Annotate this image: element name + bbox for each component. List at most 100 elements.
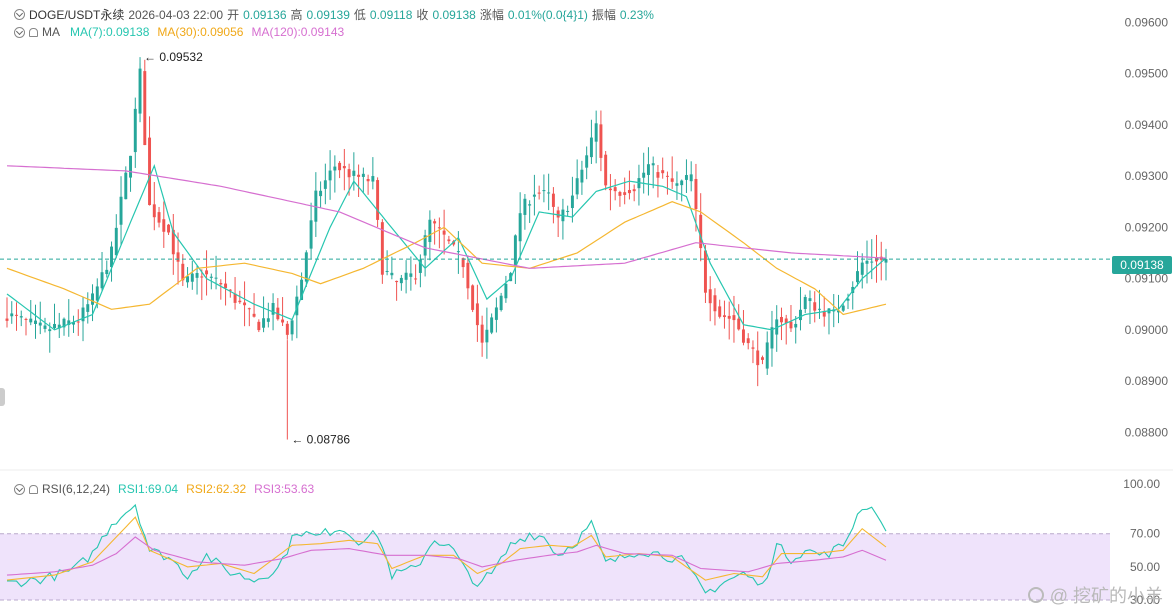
candle bbox=[133, 97, 137, 168]
candle-body bbox=[133, 108, 137, 153]
price-axis-tick: 0.09300 bbox=[1125, 169, 1169, 183]
candle bbox=[38, 301, 42, 335]
candle-body bbox=[129, 155, 133, 178]
candle bbox=[48, 322, 52, 353]
candle bbox=[699, 193, 703, 262]
candle-body bbox=[665, 175, 669, 177]
candle bbox=[651, 156, 655, 189]
candle-body bbox=[694, 178, 698, 209]
candle-body bbox=[304, 252, 308, 282]
candle-body bbox=[680, 180, 684, 186]
candle bbox=[518, 192, 522, 260]
candle bbox=[390, 256, 394, 280]
candle bbox=[665, 171, 669, 195]
candle-body bbox=[190, 273, 194, 282]
candle-body bbox=[718, 306, 722, 317]
candle bbox=[105, 260, 109, 278]
candle-body bbox=[480, 324, 484, 343]
candle-body bbox=[34, 320, 37, 324]
candle bbox=[290, 318, 294, 341]
candle-body bbox=[623, 192, 627, 195]
ma-line-MA7 bbox=[6, 163, 887, 331]
candle bbox=[124, 166, 128, 200]
candle-body bbox=[290, 320, 294, 335]
price-axis-tick: 0.09600 bbox=[1125, 15, 1169, 29]
candle-body bbox=[418, 259, 422, 273]
candle-body bbox=[110, 246, 114, 268]
candle bbox=[442, 209, 446, 255]
candle-body bbox=[157, 212, 161, 223]
candle-body bbox=[627, 189, 631, 194]
candle bbox=[219, 279, 223, 300]
candle bbox=[818, 289, 821, 319]
candle bbox=[756, 331, 760, 387]
candle-body bbox=[252, 313, 256, 317]
candle-body bbox=[803, 297, 807, 310]
candle bbox=[751, 340, 755, 364]
candle bbox=[789, 305, 793, 333]
candle bbox=[813, 291, 817, 323]
candle bbox=[110, 241, 114, 282]
candle bbox=[475, 284, 479, 342]
candle-body bbox=[846, 298, 850, 301]
candle-body bbox=[281, 319, 285, 323]
candle bbox=[262, 296, 266, 333]
collapse-toggle-icon[interactable] bbox=[14, 9, 25, 20]
candle bbox=[841, 303, 845, 313]
candle-body bbox=[656, 172, 660, 178]
candle bbox=[404, 260, 408, 294]
candle bbox=[418, 254, 422, 288]
candle bbox=[580, 160, 584, 195]
candle bbox=[276, 298, 280, 321]
low-label: 低 bbox=[353, 8, 366, 22]
candle-body bbox=[452, 241, 456, 245]
last-price-tag: 0.09138 bbox=[1112, 256, 1172, 274]
candle-body bbox=[233, 293, 237, 303]
candle bbox=[466, 255, 470, 300]
max-price-annotation: ← 0.09532 bbox=[144, 50, 203, 64]
candle bbox=[34, 304, 37, 339]
candle bbox=[661, 157, 665, 179]
candle bbox=[15, 302, 18, 331]
candle bbox=[741, 310, 745, 346]
rsi-legend: RSI(6,12,24) RSI1:69.04 RSI2:62.32 RSI3:… bbox=[14, 482, 318, 496]
candle bbox=[53, 303, 56, 330]
rsi-alert-bell-icon[interactable] bbox=[29, 484, 38, 494]
candle bbox=[646, 147, 650, 196]
candle-body bbox=[309, 220, 313, 249]
candle bbox=[485, 307, 489, 359]
candle-body bbox=[523, 198, 527, 215]
ma30-legend: MA(30):0.09056 bbox=[157, 25, 244, 39]
ma-collapse-icon[interactable] bbox=[14, 26, 25, 38]
candle bbox=[409, 256, 413, 291]
candle bbox=[371, 157, 375, 190]
candle-body bbox=[404, 272, 408, 280]
candle-body bbox=[409, 273, 413, 277]
left-scroll-handle[interactable] bbox=[0, 388, 5, 406]
candle-body bbox=[813, 302, 817, 311]
candle-body bbox=[594, 123, 598, 142]
candle-body bbox=[661, 170, 665, 174]
candle-body bbox=[219, 283, 223, 285]
candle-body bbox=[784, 318, 788, 324]
candle bbox=[10, 301, 14, 324]
rsi-axis-tick: 70.00 bbox=[1130, 527, 1160, 541]
alert-bell-icon[interactable] bbox=[29, 27, 38, 37]
candle bbox=[746, 333, 750, 350]
candle-body bbox=[361, 173, 365, 177]
candle bbox=[827, 308, 831, 335]
candle bbox=[865, 240, 869, 284]
candle-body bbox=[228, 289, 232, 291]
candle bbox=[252, 293, 256, 318]
candle-body bbox=[870, 261, 874, 263]
candle-body bbox=[171, 229, 175, 255]
candle-body bbox=[699, 214, 703, 249]
candle bbox=[24, 317, 28, 336]
candle-body bbox=[703, 250, 707, 293]
candle bbox=[551, 187, 555, 224]
candle bbox=[694, 163, 698, 232]
candle-body bbox=[770, 327, 774, 349]
candle bbox=[760, 355, 764, 365]
rsi-collapse-icon[interactable] bbox=[14, 483, 25, 495]
